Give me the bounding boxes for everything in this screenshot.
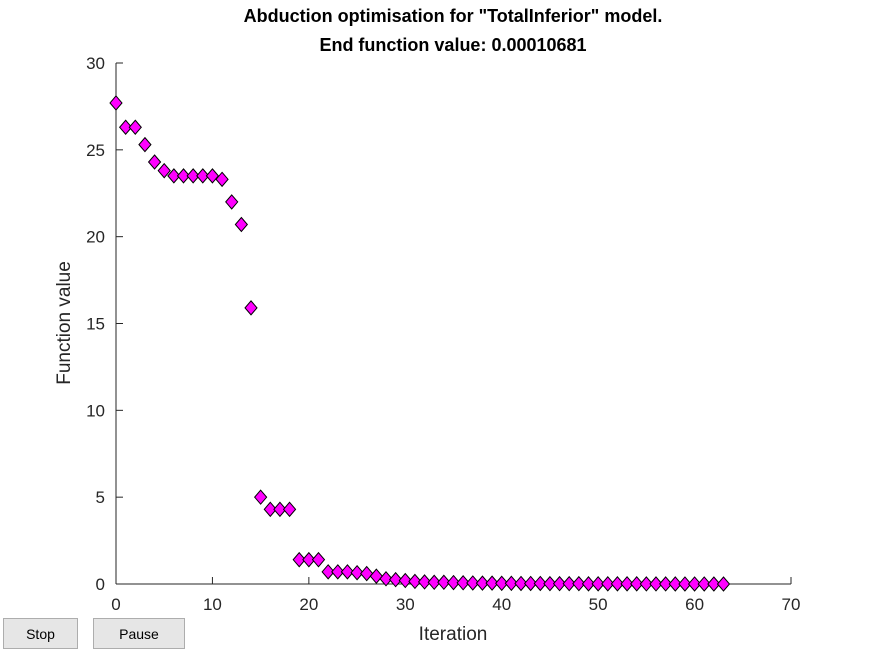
y-tick-label: 30 xyxy=(86,54,105,73)
data-point xyxy=(273,501,287,518)
data-point xyxy=(523,575,538,592)
data-point xyxy=(388,571,403,588)
chart-title-line1: Abduction optimisation for "TotalInferio… xyxy=(244,6,663,26)
data-point xyxy=(138,136,152,153)
data-point xyxy=(446,574,461,591)
data-point xyxy=(475,575,490,591)
pause-button[interactable]: Pause xyxy=(93,618,185,649)
data-point xyxy=(533,575,547,592)
data-point xyxy=(697,576,711,592)
x-tick-label: 50 xyxy=(589,595,608,614)
y-tick-label: 5 xyxy=(96,488,105,507)
data-point xyxy=(360,565,374,582)
x-tick-label: 0 xyxy=(111,595,120,614)
data-point xyxy=(668,576,682,592)
data-point xyxy=(408,573,422,590)
data-point xyxy=(678,576,692,592)
y-tick-label: 0 xyxy=(96,575,105,594)
data-point xyxy=(610,576,625,592)
data-point xyxy=(572,575,586,592)
data-point xyxy=(707,576,721,592)
data-point xyxy=(456,575,470,591)
x-axis-label: Iteration xyxy=(419,624,488,645)
data-point xyxy=(292,551,306,568)
data-point xyxy=(186,168,200,184)
data-point xyxy=(253,489,268,505)
data-point xyxy=(562,575,576,592)
data-point xyxy=(302,551,316,568)
data-point xyxy=(379,571,393,587)
data-point xyxy=(495,575,509,592)
x-tick-label: 70 xyxy=(782,595,801,614)
y-tick-label: 10 xyxy=(86,401,105,420)
data-point xyxy=(639,576,654,592)
data-point xyxy=(601,576,615,592)
data-point xyxy=(157,162,171,179)
x-tick-label: 60 xyxy=(685,595,704,614)
chart-title-line2: End function value: 0.00010681 xyxy=(319,35,586,55)
data-point xyxy=(466,575,480,591)
data-point xyxy=(167,168,181,184)
data-points xyxy=(109,95,731,592)
y-tick-label: 25 xyxy=(86,141,105,160)
x-tick-label: 10 xyxy=(203,595,222,614)
data-point xyxy=(147,154,162,170)
data-point xyxy=(716,576,731,592)
data-point xyxy=(369,568,384,584)
data-point xyxy=(263,501,277,518)
data-point xyxy=(282,501,297,518)
data-point xyxy=(311,551,326,568)
data-point xyxy=(244,300,258,316)
x-tick-label: 40 xyxy=(492,595,511,614)
data-point xyxy=(321,564,335,580)
data-point xyxy=(205,168,220,184)
data-point xyxy=(176,168,191,184)
y-axis-label: Function value xyxy=(54,261,75,385)
data-point xyxy=(485,575,499,591)
y-tick-label: 20 xyxy=(86,228,105,247)
data-point xyxy=(687,576,702,592)
data-point xyxy=(398,572,412,589)
data-point xyxy=(215,171,229,188)
data-point xyxy=(581,576,596,592)
x-tick-label: 30 xyxy=(396,595,415,614)
data-point xyxy=(630,576,644,592)
stop-button[interactable]: Stop xyxy=(3,618,78,649)
axes: 0 10 20 30 40 50 60 70 0 5 10 15 20 25 30 xyxy=(86,54,800,614)
data-point xyxy=(340,564,355,580)
data-point xyxy=(658,576,673,592)
y-tick-label: 15 xyxy=(86,315,105,334)
data-point xyxy=(437,574,451,591)
data-point xyxy=(350,564,364,581)
x-tick-label: 20 xyxy=(299,595,318,614)
data-point xyxy=(591,576,605,592)
data-point xyxy=(543,575,557,592)
data-point xyxy=(331,564,345,580)
data-point xyxy=(552,575,567,592)
data-point xyxy=(234,216,249,233)
data-point xyxy=(427,574,441,591)
data-point xyxy=(118,119,133,136)
data-point xyxy=(128,119,142,136)
data-point xyxy=(514,575,528,592)
data-point xyxy=(225,194,239,210)
data-point xyxy=(649,576,663,592)
data-point xyxy=(417,574,432,590)
data-point xyxy=(620,576,634,592)
data-point xyxy=(196,168,210,184)
data-point xyxy=(109,95,123,111)
data-point xyxy=(504,575,519,592)
